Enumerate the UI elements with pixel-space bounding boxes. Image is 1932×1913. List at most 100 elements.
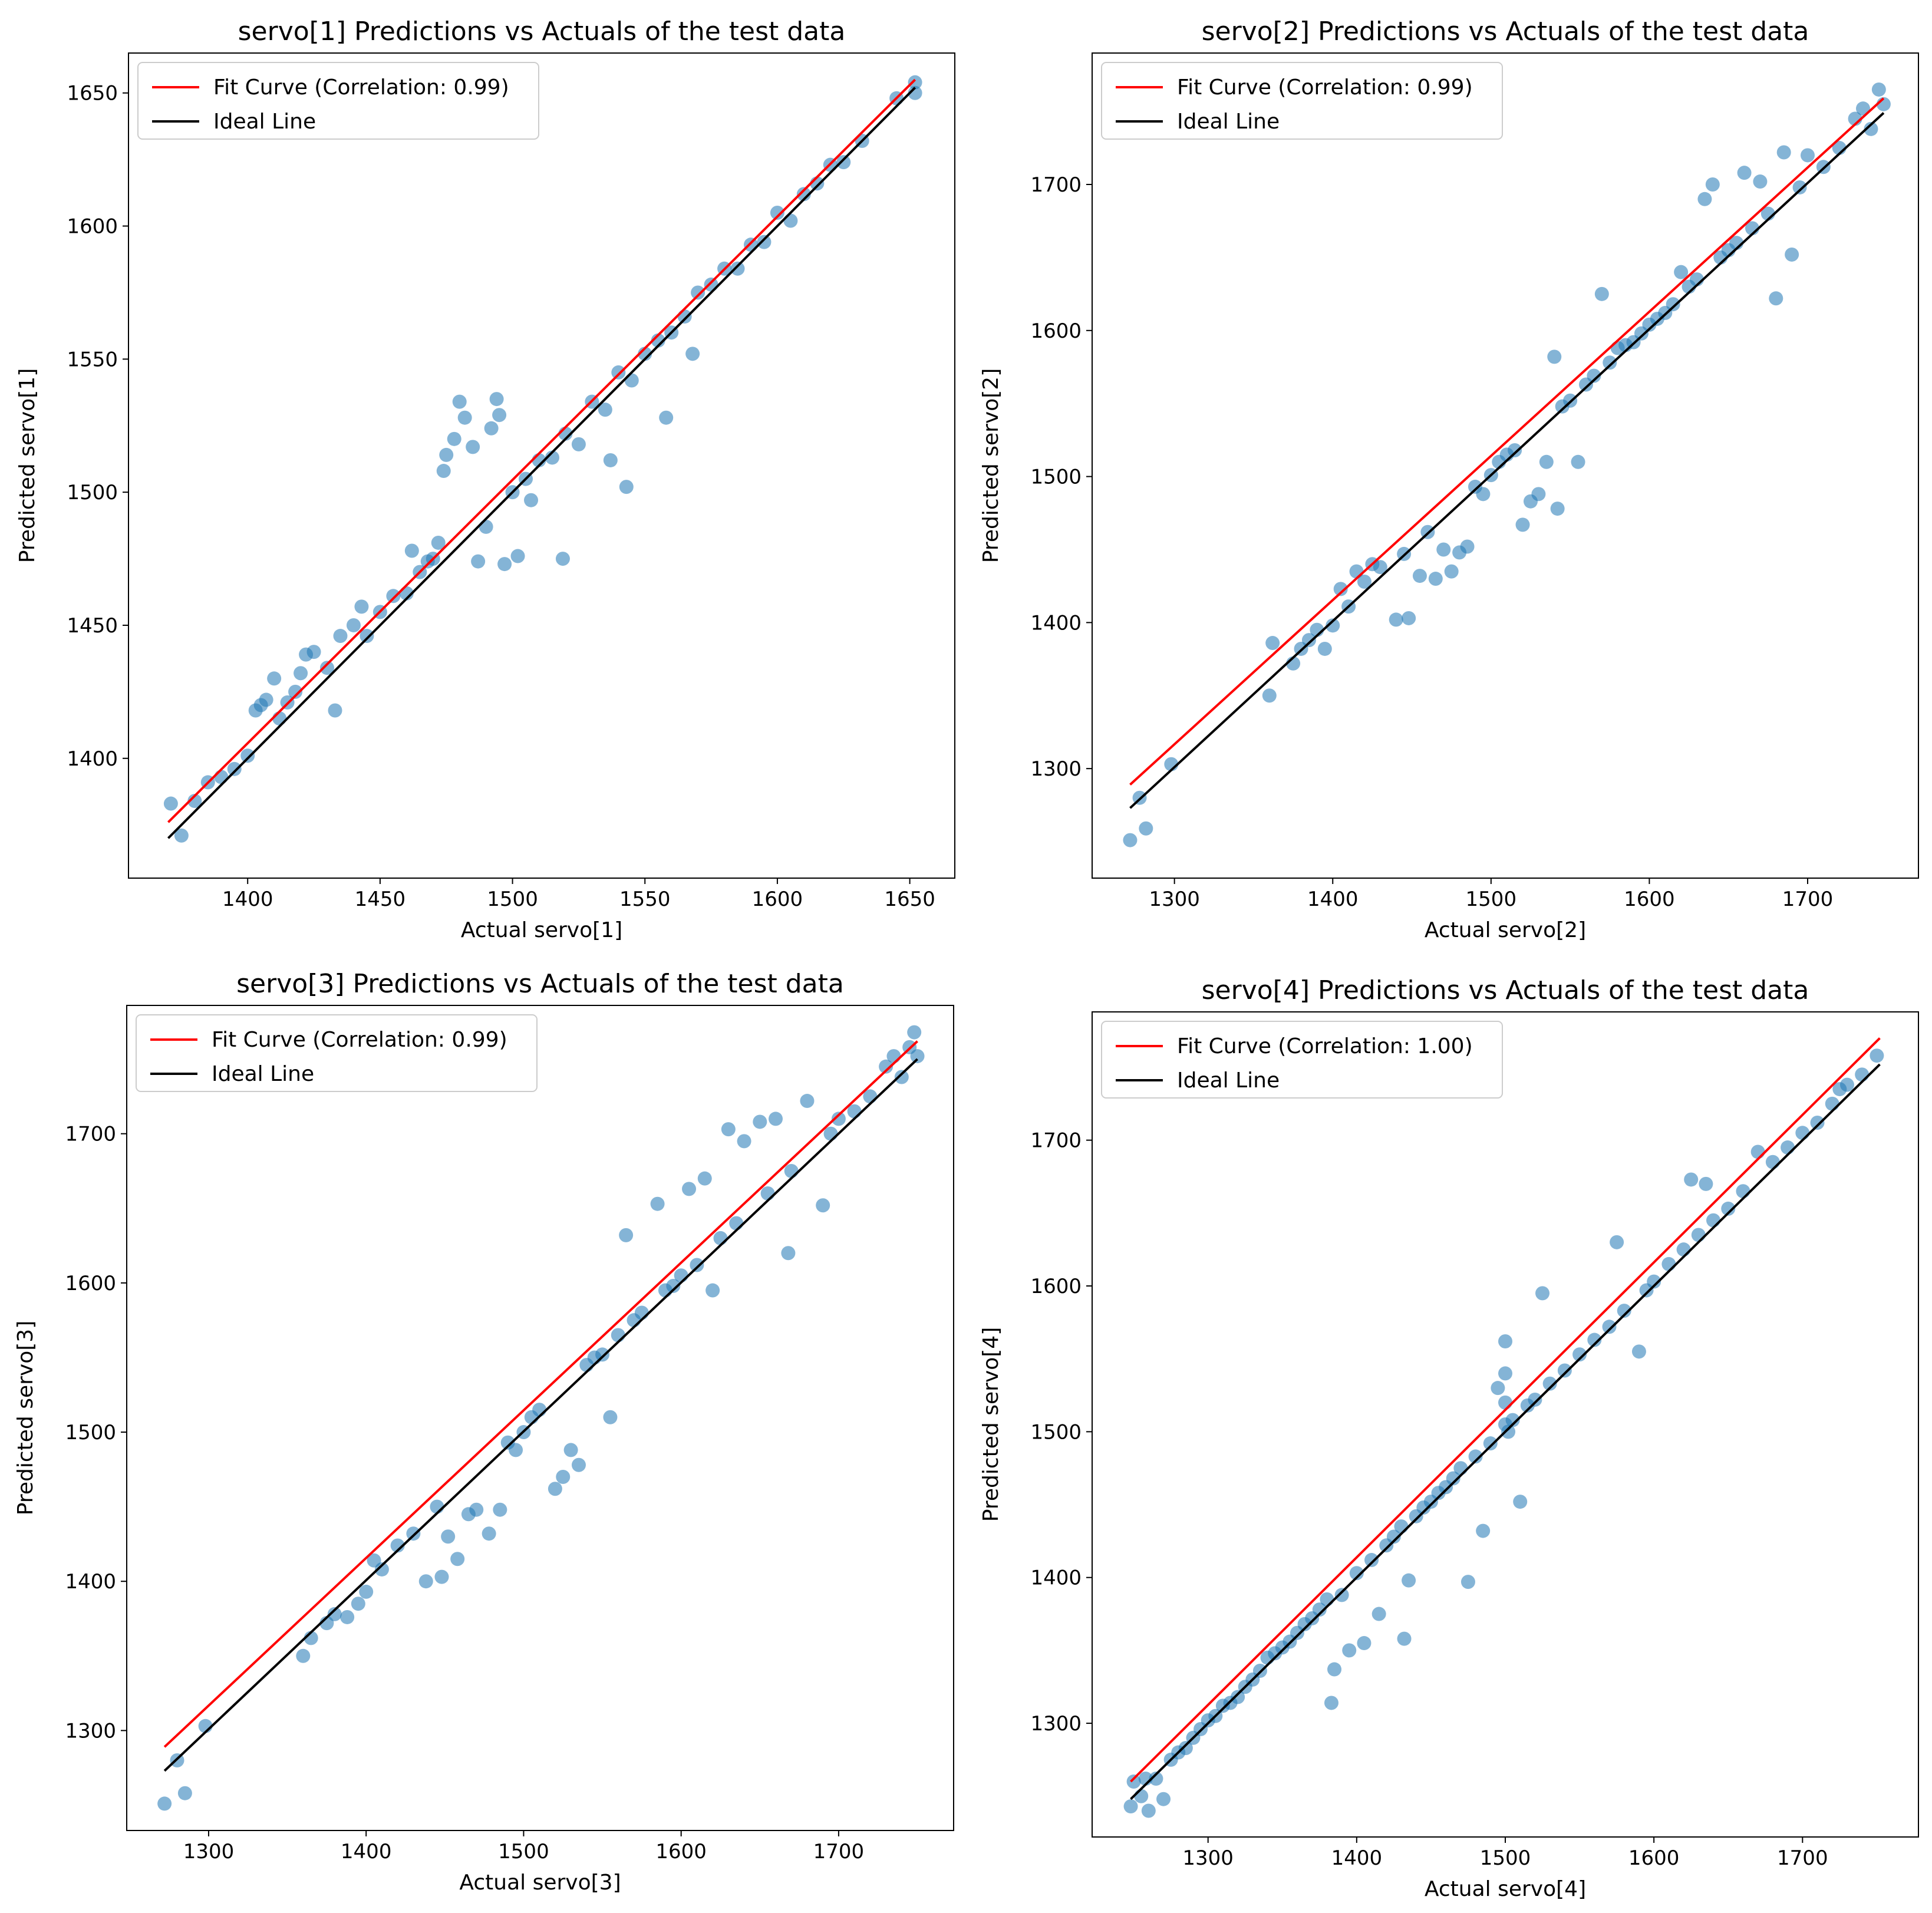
scatter-point	[690, 1258, 704, 1272]
scatter-point	[691, 285, 705, 300]
scatter-point	[743, 238, 758, 252]
ideal-line	[167, 87, 916, 839]
scatter-point	[1357, 574, 1371, 589]
x-axis-label: Actual servo[3]	[459, 1871, 621, 1895]
x-axis-label: Actual servo[1]	[461, 918, 622, 942]
scatter-point	[240, 748, 255, 763]
scatter-point	[524, 493, 539, 507]
scatter-point	[510, 549, 525, 563]
scatter-point	[1864, 121, 1878, 136]
x-tick-label: 1500	[1480, 1846, 1531, 1870]
x-tick-label: 1450	[355, 888, 406, 911]
scatter-point	[556, 1470, 571, 1484]
y-axis-label: Predicted servo[1]	[15, 368, 39, 563]
y-axis-label: Predicted servo[3]	[14, 1321, 38, 1515]
scatter-point	[1326, 618, 1340, 633]
scatter-point	[1855, 101, 1870, 116]
scatter-point	[1324, 1696, 1338, 1710]
scatter-point	[1684, 1172, 1699, 1187]
y-tick-label: 1550	[67, 348, 118, 371]
scatter-point	[1505, 1413, 1520, 1427]
scatter-point	[493, 1502, 507, 1517]
scatter-point	[1357, 1636, 1371, 1651]
legend-fit-label: Fit Curve (Correlation: 0.99)	[1177, 75, 1473, 100]
y-tick-label: 1400	[67, 747, 118, 771]
scatter-point	[1781, 1140, 1795, 1155]
scatter-point	[1528, 1392, 1542, 1407]
legend-fit-label: Fit Curve (Correlation: 0.99)	[212, 1028, 507, 1052]
scatter-point	[1320, 1592, 1334, 1607]
axes-frame	[126, 1005, 954, 1831]
x-tick-label: 1600	[1628, 1846, 1680, 1870]
scatter-point	[259, 692, 273, 707]
scatter-point	[697, 1171, 712, 1186]
scatter-point	[682, 1182, 697, 1196]
legend: Fit Curve (Correlation: 0.99) Ideal Line	[137, 62, 539, 140]
scatter-point	[177, 1786, 192, 1800]
scatter-point	[800, 1094, 815, 1109]
scatter-point	[482, 1526, 496, 1541]
scatter-point	[346, 618, 361, 632]
scatter-point	[1571, 454, 1585, 469]
scatter-point	[1769, 291, 1783, 306]
scatter-point	[386, 589, 401, 603]
scatter-point	[634, 1305, 649, 1320]
scatter-point	[555, 552, 570, 566]
plot-area	[163, 75, 922, 843]
chart-title: servo[4] Predictions vs Actuals of the t…	[1202, 975, 1809, 1005]
scatter-point	[769, 1111, 783, 1126]
scatter-point	[1468, 1449, 1483, 1464]
scatter-point	[404, 543, 419, 558]
scatter-point	[1765, 1155, 1780, 1169]
ideal-line	[1129, 112, 1885, 809]
x-tick-label: 1400	[1331, 1846, 1383, 1870]
scatter-point	[603, 1410, 618, 1424]
scatter-point	[1721, 1201, 1736, 1216]
y-axis-label: Predicted servo[2]	[979, 368, 1003, 563]
x-tick-label: 1400	[341, 1840, 392, 1863]
scatter-point	[1594, 286, 1609, 301]
scatter-point	[831, 1111, 846, 1126]
x-tick-label: 1600	[655, 1840, 707, 1863]
x-tick-label: 1500	[487, 888, 538, 911]
scatter-point	[1149, 1772, 1163, 1786]
scatter-point	[1231, 1690, 1245, 1704]
y-tick-label: 1650	[67, 82, 118, 105]
scatter-point	[227, 761, 242, 776]
y-tick-label: 1700	[1030, 1129, 1082, 1153]
legend: Fit Curve (Correlation: 0.99) Ideal Line	[136, 1014, 538, 1092]
scatter-point	[1839, 1077, 1854, 1092]
scatter-point	[1855, 1067, 1870, 1082]
fit-curve-line	[1129, 97, 1885, 786]
scatter-point	[1123, 1799, 1138, 1814]
chart-panel-2: servo[2] Predictions vs Actuals of the t…	[979, 17, 1919, 942]
scatter-point	[1647, 1274, 1661, 1289]
y-tick-label: 1400	[65, 1570, 116, 1594]
x-tick-label: 1700	[1782, 888, 1834, 911]
ideal-line	[163, 1058, 918, 1772]
scatter-point	[910, 1049, 925, 1064]
chart-title: servo[3] Predictions vs Actuals of the t…	[236, 969, 844, 999]
scatter-point	[1397, 1631, 1412, 1646]
scatter-point	[1460, 1575, 1475, 1589]
scatter-point	[466, 440, 480, 454]
fit-curve-line	[163, 1040, 918, 1748]
scatter-point	[770, 205, 784, 220]
scatter-point	[1476, 1523, 1491, 1538]
scatter-point	[1691, 1228, 1706, 1242]
y-axis-label: Predicted servo[4]	[979, 1327, 1003, 1522]
y-tick-label: 1500	[1030, 466, 1082, 489]
scatter-point	[374, 1562, 389, 1576]
scatter-point	[1141, 1803, 1156, 1818]
scatter-point	[1371, 1607, 1386, 1621]
x-tick-label: 1550	[619, 888, 671, 911]
scatter-point	[823, 1126, 838, 1141]
scatter-point	[320, 661, 335, 675]
scatter-point	[452, 394, 467, 409]
scatter-point	[1402, 611, 1416, 625]
scatter-point	[418, 1574, 433, 1589]
x-tick-label: 1700	[1777, 1846, 1828, 1870]
scatter-point	[598, 403, 612, 417]
scatter-point	[1785, 247, 1799, 262]
scatter-point	[760, 1186, 775, 1200]
